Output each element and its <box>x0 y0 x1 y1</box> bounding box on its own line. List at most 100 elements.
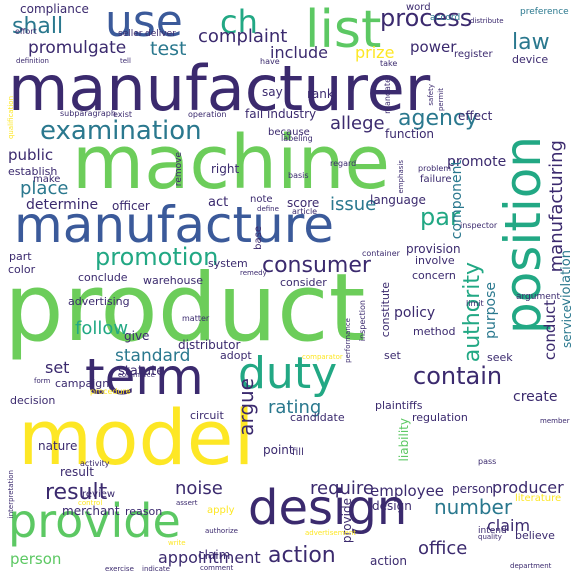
word-warehouse: warehouse <box>143 274 203 287</box>
word-advertising: advertising <box>68 295 130 308</box>
word-make: make <box>33 174 61 185</box>
word-include: include <box>270 43 328 62</box>
word-prize: prize <box>355 43 395 62</box>
word-qualification: qualification <box>7 96 15 140</box>
word-duty: argue <box>234 378 258 436</box>
word-comparator: comparator <box>302 353 343 361</box>
word-effort: effort <box>15 27 37 36</box>
word-machine: machine <box>72 120 391 206</box>
word-mandate: mandate <box>383 78 392 114</box>
word-official: producer <box>492 478 564 497</box>
word-definition: definition <box>16 57 49 65</box>
word-circuit: candidate <box>290 411 345 424</box>
word-interpretation: interpretation <box>7 470 15 519</box>
word-officer: officer <box>112 199 150 213</box>
word-provision: provision <box>406 242 461 256</box>
word-provide: provide <box>8 494 181 548</box>
word-right: right <box>211 162 240 176</box>
word-public: public <box>8 146 54 164</box>
word-complaint: complaint <box>198 26 288 47</box>
word-emphasis: emphasis <box>397 160 405 194</box>
word-test: test <box>150 38 187 60</box>
word-fail: fail <box>245 107 264 121</box>
word-reason: person <box>452 482 494 496</box>
word-par: par <box>420 203 460 231</box>
word-effect: effect <box>458 109 493 123</box>
word-deliver: deliver <box>145 29 176 39</box>
word-act: act <box>208 195 229 210</box>
word-noise: require <box>310 478 374 499</box>
word-candidate: regulation <box>412 411 468 424</box>
word-basis: basis <box>288 171 309 180</box>
word-use: use <box>105 0 183 47</box>
word-vacancy: employee <box>370 482 445 500</box>
word-purpose: purpose <box>483 282 499 339</box>
word-merchant: design <box>372 499 412 513</box>
word-power: power <box>410 38 457 56</box>
word-require: number <box>434 495 513 519</box>
word-remedy: remedy <box>240 269 267 277</box>
word-inspection: inspection <box>358 300 367 342</box>
word-commerce: commerce <box>118 371 155 379</box>
word-have: have <box>260 57 280 66</box>
word-problem: problem <box>418 164 452 173</box>
word-operation: operation <box>188 110 227 119</box>
word-establish: establish <box>8 165 58 178</box>
word-examination: examination <box>40 116 202 146</box>
word-policy: policy <box>394 305 436 321</box>
word-apply: apply <box>207 505 235 516</box>
word-tell: tell <box>120 57 131 65</box>
word-failure: failure <box>420 174 452 185</box>
word-comment: comment <box>200 564 234 572</box>
word-part: part <box>9 250 32 263</box>
word-conduct: conduct <box>541 300 559 361</box>
word-department: department <box>510 562 552 570</box>
word-activity: activity <box>80 459 110 468</box>
word-article: article <box>292 207 318 216</box>
word-nature: fill <box>292 447 304 458</box>
word-party: claim <box>198 548 231 562</box>
word-note: note <box>250 194 273 205</box>
word-quality: quality <box>478 533 502 541</box>
word-requirement: office <box>418 538 468 559</box>
word-color: color <box>8 263 36 276</box>
word-exist: exist <box>113 110 133 119</box>
word-fill: result <box>45 480 108 505</box>
word-register: register <box>454 49 493 60</box>
word-score: score <box>287 196 320 210</box>
word-liability: liability <box>397 418 411 462</box>
word-safety: safety <box>427 84 435 106</box>
word-literature: literature <box>515 493 562 504</box>
word-take: take <box>380 59 398 68</box>
word-constitute: constitute <box>379 282 392 338</box>
word-seek: point <box>263 443 294 457</box>
word-inspector: inspector <box>460 221 498 230</box>
word-model: nature <box>38 439 78 453</box>
word-section: duty <box>238 348 338 399</box>
word-contain: campaign <box>55 377 110 390</box>
word-issue: issue <box>330 194 377 215</box>
word-indicate: indicate <box>142 565 170 573</box>
word-permit: permit <box>437 88 445 112</box>
word-agency: agency <box>398 106 479 131</box>
word-device: device <box>512 53 549 66</box>
word-promotion: promotion <box>95 243 219 271</box>
word-assert: assert <box>176 499 198 507</box>
word-manufacturer: manufacturer <box>8 52 431 125</box>
word-language: language <box>370 193 426 207</box>
word-involve: involve <box>415 254 455 267</box>
word-give: give <box>124 329 150 343</box>
word-system: system <box>208 257 248 270</box>
word-action: action <box>268 543 336 568</box>
word-manufacture: manufacture <box>14 196 334 254</box>
word-design: design <box>248 480 408 536</box>
word-appointment: person <box>10 550 62 568</box>
word-standard: adopt <box>220 349 252 362</box>
word-function: function <box>385 127 435 141</box>
word-list: list <box>305 0 382 60</box>
word-determine: determine <box>26 197 99 213</box>
word-decision: circuit <box>190 409 224 422</box>
word-seller: seller <box>118 29 143 39</box>
word-create: create <box>513 389 558 405</box>
